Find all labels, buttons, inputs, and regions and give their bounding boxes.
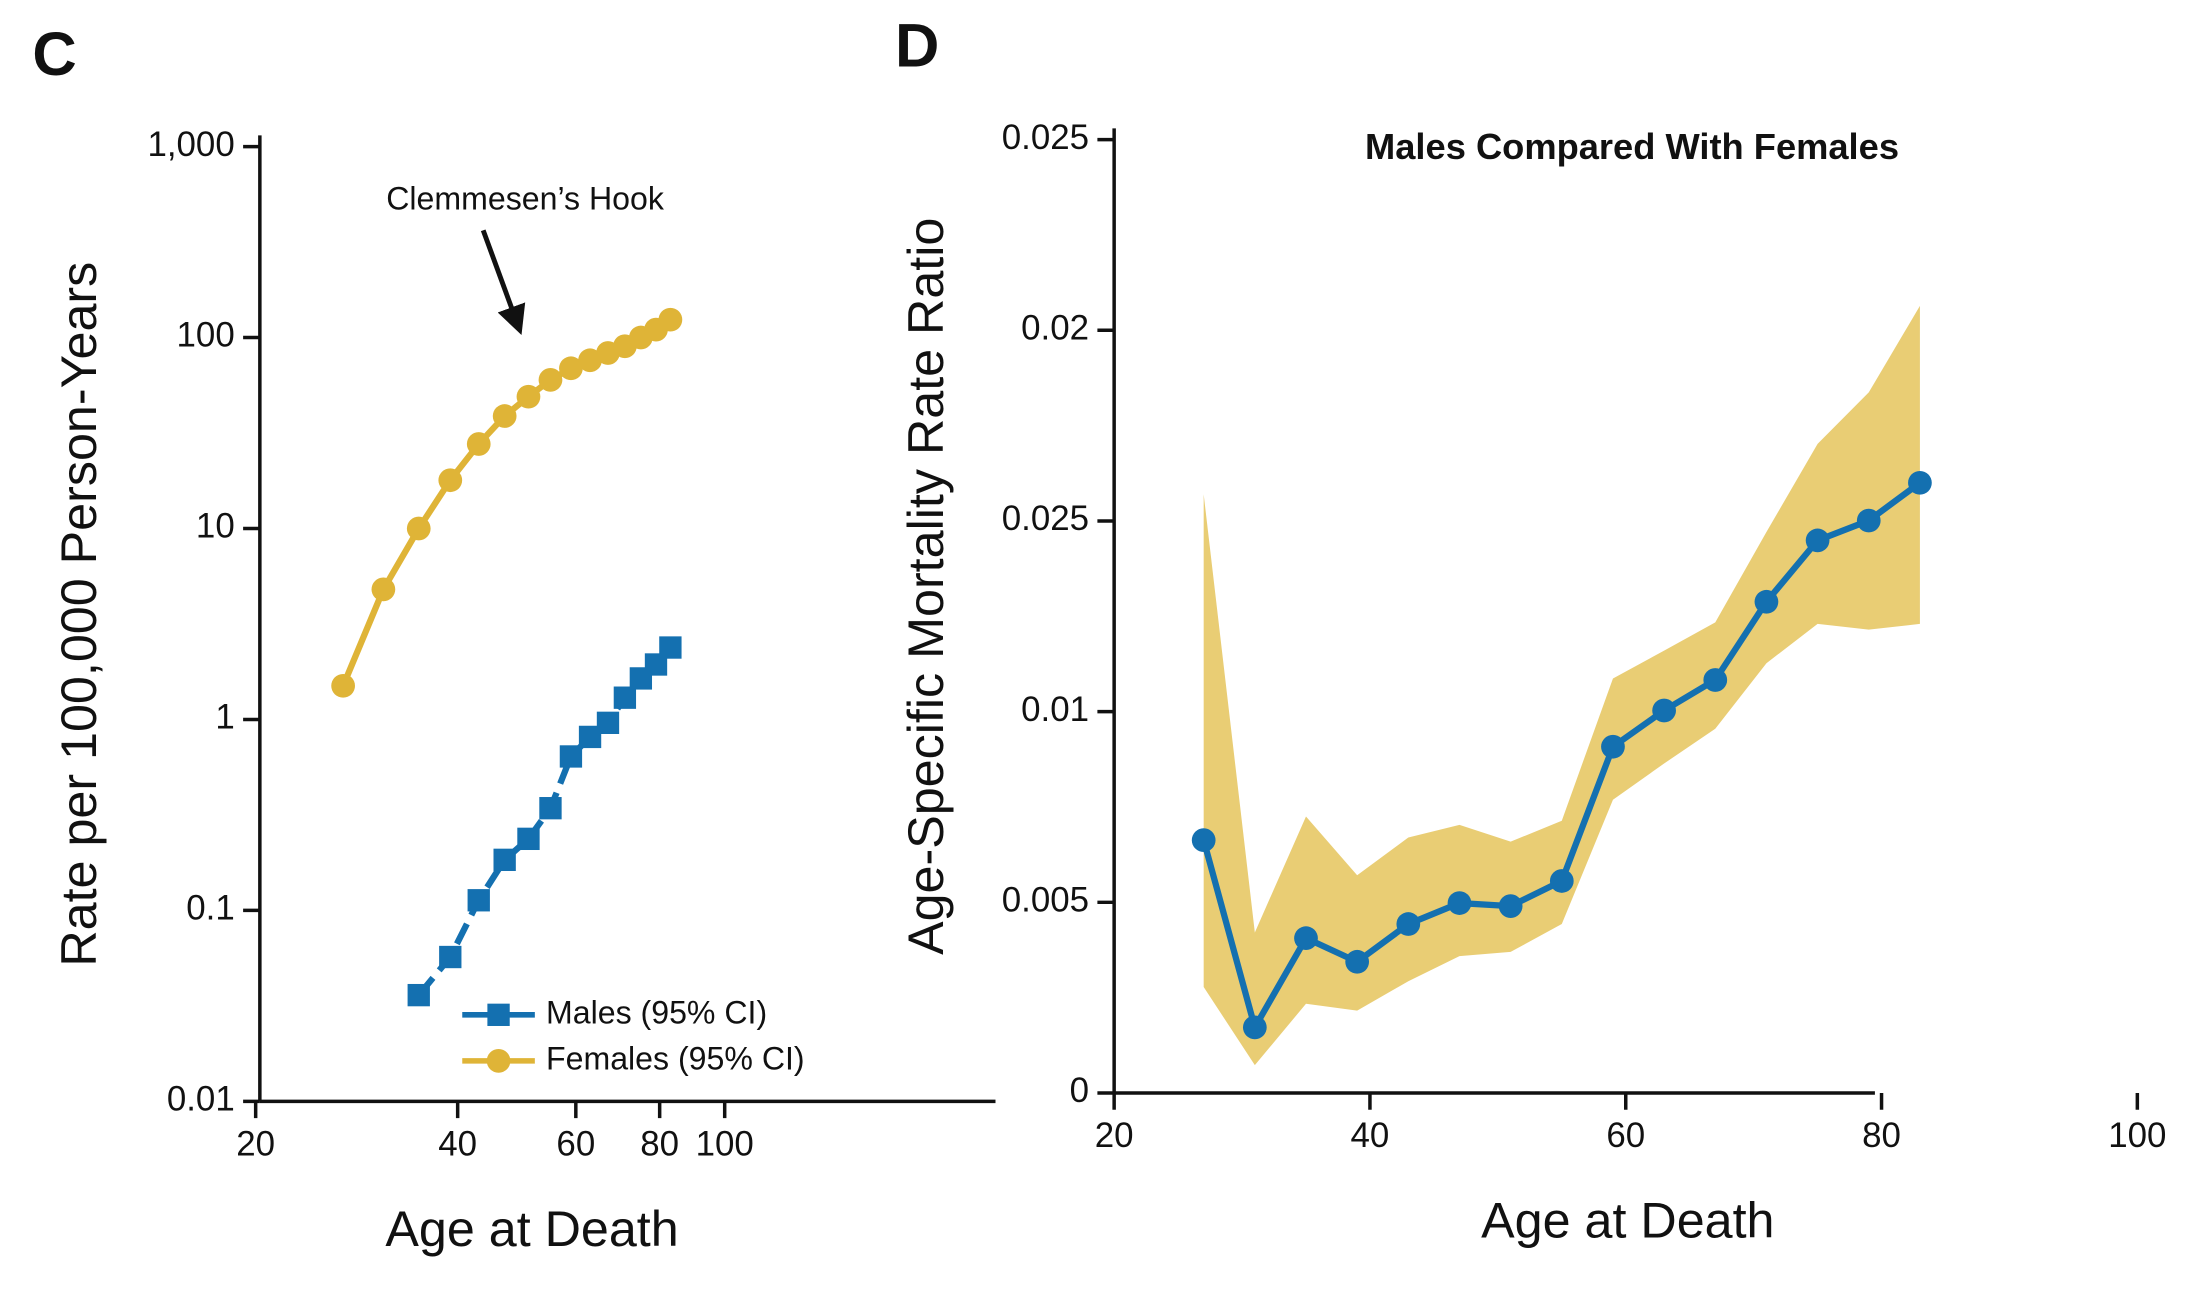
marker bbox=[1498, 894, 1523, 918]
marker bbox=[1601, 734, 1625, 759]
y-tick-label: 1 bbox=[215, 698, 234, 737]
y-tick-label: 1,000 bbox=[147, 125, 234, 164]
marker bbox=[1191, 828, 1216, 853]
marker bbox=[516, 384, 541, 409]
ci-band bbox=[1203, 305, 1920, 1066]
marker bbox=[659, 636, 682, 659]
chart-title: Males Compared With Females bbox=[1365, 126, 1899, 167]
marker bbox=[331, 673, 355, 698]
annotation: Clemmesen’s Hook bbox=[386, 180, 665, 216]
y-tick-label: 0.025 bbox=[1002, 499, 1089, 538]
y-tick-label: 0.02 bbox=[1021, 308, 1089, 347]
marker bbox=[406, 516, 431, 541]
x-tick-label: 20 bbox=[236, 1124, 275, 1163]
x-tick-label: 100 bbox=[696, 1124, 754, 1163]
x-tick-label: 40 bbox=[438, 1124, 477, 1163]
y-tick-label: 0.01 bbox=[1021, 690, 1089, 729]
y-tick-label: 0 bbox=[1070, 1071, 1089, 1110]
marker bbox=[1294, 926, 1318, 951]
x-axis-label: Age at Death bbox=[1481, 1192, 1774, 1248]
marker bbox=[1703, 668, 1728, 692]
y-tick-label: 100 bbox=[177, 316, 235, 355]
marker bbox=[658, 307, 683, 332]
marker bbox=[1396, 912, 1421, 936]
marker bbox=[644, 653, 668, 676]
marker bbox=[1652, 698, 1676, 723]
y-tick-label: 0.005 bbox=[1002, 881, 1089, 920]
y-tick-label: 0.025 bbox=[1002, 118, 1089, 157]
panel-label: C bbox=[32, 20, 76, 89]
marker bbox=[493, 848, 516, 872]
marker bbox=[466, 432, 491, 456]
marker bbox=[1549, 869, 1574, 893]
x-tick-label: 60 bbox=[556, 1124, 595, 1163]
x-tick-label: 100 bbox=[2108, 1116, 2166, 1155]
marker bbox=[1856, 508, 1881, 533]
marker bbox=[407, 983, 430, 1007]
legend-marker bbox=[486, 1049, 511, 1073]
y-tick-label: 10 bbox=[196, 507, 235, 546]
marker bbox=[438, 468, 463, 493]
legend-label: Males (95% CI) bbox=[546, 994, 767, 1030]
x-axis-label: Age at Death bbox=[385, 1201, 678, 1257]
legend-label: Females (95% CI) bbox=[546, 1040, 805, 1076]
marker bbox=[1805, 528, 1830, 553]
marker bbox=[467, 889, 490, 912]
y-tick-label: 0.01 bbox=[167, 1080, 235, 1119]
y-axis-label: Age-Specific Mortality Rate Ratio bbox=[898, 218, 954, 955]
marker bbox=[517, 827, 540, 851]
marker bbox=[613, 686, 637, 709]
marker bbox=[578, 725, 602, 749]
marker bbox=[539, 797, 562, 820]
marker bbox=[559, 745, 583, 768]
x-tick-label: 40 bbox=[1351, 1116, 1390, 1155]
marker bbox=[559, 356, 583, 381]
panel-label: D bbox=[895, 11, 939, 80]
x-tick-label: 80 bbox=[640, 1124, 679, 1163]
marker bbox=[1908, 470, 1932, 495]
marker bbox=[1447, 891, 1472, 915]
series-line bbox=[340, 317, 673, 688]
marker bbox=[1242, 1015, 1267, 1040]
y-axis-label: Rate per 100,000 Person-Years bbox=[51, 262, 107, 967]
marker bbox=[1345, 949, 1370, 974]
marker bbox=[1754, 589, 1779, 614]
marker bbox=[596, 711, 620, 734]
marker bbox=[538, 368, 563, 392]
y-tick-label: 0.1 bbox=[186, 889, 234, 928]
x-tick-label: 80 bbox=[1862, 1116, 1901, 1155]
marker bbox=[371, 577, 396, 602]
x-tick-label: 20 bbox=[1095, 1116, 1134, 1155]
x-tick-label: 60 bbox=[1606, 1116, 1645, 1155]
annotation-arrow bbox=[480, 229, 526, 335]
marker bbox=[439, 945, 462, 969]
marker bbox=[492, 404, 517, 428]
marker bbox=[578, 348, 602, 373]
legend-marker bbox=[487, 1003, 510, 1026]
